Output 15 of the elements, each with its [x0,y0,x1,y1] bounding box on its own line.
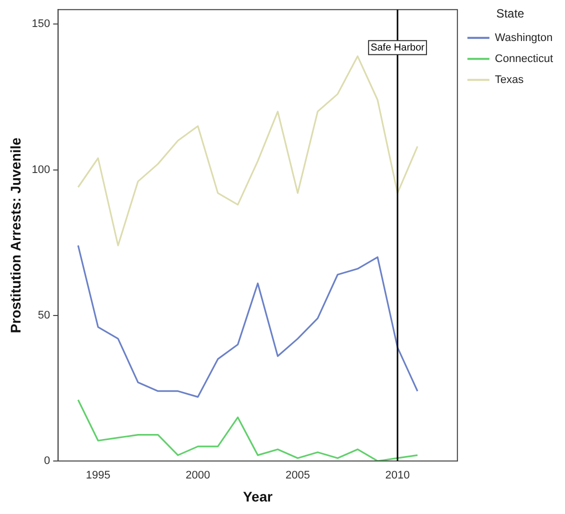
legend-label: Connecticut [494,52,554,65]
x-tick-label: 2010 [385,470,410,482]
y-tick-label: 0 [44,455,50,468]
y-tick-label: 100 [32,164,50,176]
legend-label: Texas [494,74,524,86]
x-tick-label: 2005 [285,470,310,482]
x-tick-label: 2000 [186,470,210,482]
y-tick-label: 150 [32,18,50,30]
y-tick-label: 50 [38,309,50,322]
y-axis-title: Prostitution Arrests: Juvenile [7,137,24,334]
ref-line-label: Safe Harbor [370,42,426,54]
legend-label: Washington [494,32,553,44]
x-axis-title: Year [242,488,274,504]
legend-title: State [496,6,525,20]
x-tick-label: 1995 [86,470,110,482]
